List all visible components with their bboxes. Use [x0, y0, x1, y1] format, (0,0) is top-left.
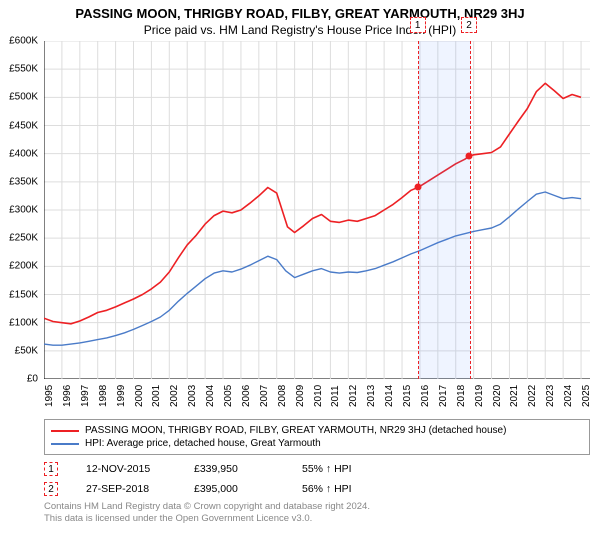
marker-badge: 1	[44, 462, 58, 476]
x-tick-label: 2005	[223, 385, 234, 407]
marker-badge: 2	[44, 482, 58, 496]
x-tick-label: 2025	[581, 385, 592, 407]
legend-swatch	[51, 430, 79, 432]
y-tick-label: £50K	[15, 345, 38, 356]
x-axis-labels: 1995 1996 1997 1998 1999 2000 2001 2002 2003 2004…	[44, 379, 590, 415]
x-tick-label: 2016	[420, 385, 431, 407]
y-tick-label: £100K	[9, 317, 38, 328]
x-tick-label: 2000	[134, 385, 145, 407]
marker-date: 27-SEP-2018	[86, 483, 166, 495]
marker-price: £339,950	[194, 463, 274, 475]
x-tick-label: 1999	[116, 385, 127, 407]
x-tick-label: 2002	[169, 385, 180, 407]
legend-item: HPI: Average price, detached house, Grea…	[51, 437, 583, 450]
x-tick-label: 2021	[509, 385, 520, 407]
y-tick-label: £150K	[9, 289, 38, 300]
x-tick-label: 1997	[80, 385, 91, 407]
marker-hpi: 56% ↑ HPI	[302, 483, 382, 495]
x-tick-label: 2018	[456, 385, 467, 407]
x-tick-label: 2022	[527, 385, 538, 407]
y-tick-label: £500K	[9, 92, 38, 103]
x-tick-label: 2001	[151, 385, 162, 407]
chart-marker-badge: 2	[461, 17, 477, 33]
x-tick-label: 2019	[474, 385, 485, 407]
y-tick-label: £600K	[9, 36, 38, 47]
x-tick-label: 2008	[277, 385, 288, 407]
x-tick-label: 2004	[205, 385, 216, 407]
x-tick-label: 2010	[313, 385, 324, 407]
y-tick-label: £200K	[9, 261, 38, 272]
legend-label: HPI: Average price, detached house, Grea…	[85, 438, 321, 449]
y-tick-label: £300K	[9, 205, 38, 216]
y-axis-labels: £0£50K£100K£150K£200K£250K£300K£350K£400…	[0, 41, 40, 379]
marker-row: 1 12-NOV-2015 £339,950 55% ↑ HPI	[44, 459, 590, 479]
x-tick-label: 2015	[402, 385, 413, 407]
highlight-band	[418, 41, 471, 379]
x-tick-label: 2024	[563, 385, 574, 407]
x-tick-label: 2013	[366, 385, 377, 407]
chart-area: £0£50K£100K£150K£200K£250K£300K£350K£400…	[44, 41, 590, 379]
price-point-dot	[465, 153, 472, 160]
legend: PASSING MOON, THRIGBY ROAD, FILBY, GREAT…	[44, 419, 590, 455]
x-tick-label: 2006	[241, 385, 252, 407]
y-tick-label: £450K	[9, 120, 38, 131]
legend-item: PASSING MOON, THRIGBY ROAD, FILBY, GREAT…	[51, 424, 583, 437]
x-tick-label: 1995	[44, 385, 55, 407]
y-tick-label: £350K	[9, 176, 38, 187]
chart-marker-badge: 1	[410, 17, 426, 33]
marker-date: 12-NOV-2015	[86, 463, 166, 475]
x-tick-label: 1996	[62, 385, 73, 407]
x-tick-label: 2017	[438, 385, 449, 407]
x-tick-label: 2023	[545, 385, 556, 407]
x-tick-label: 2012	[348, 385, 359, 407]
x-tick-label: 2014	[384, 385, 395, 407]
x-tick-label: 2020	[492, 385, 503, 407]
attribution-line1: Contains HM Land Registry data © Crown c…	[44, 501, 590, 513]
price-point-dot	[414, 184, 421, 191]
attribution: Contains HM Land Registry data © Crown c…	[44, 501, 590, 526]
y-tick-label: £250K	[9, 233, 38, 244]
x-tick-label: 1998	[98, 385, 109, 407]
x-tick-label: 2009	[295, 385, 306, 407]
marker-price: £395,000	[194, 483, 274, 495]
marker-hpi: 55% ↑ HPI	[302, 463, 382, 475]
y-tick-label: £0	[27, 374, 38, 385]
x-tick-label: 2007	[259, 385, 270, 407]
x-tick-label: 2003	[187, 385, 198, 407]
legend-swatch	[51, 443, 79, 445]
attribution-line2: This data is licensed under the Open Gov…	[44, 513, 590, 525]
legend-label: PASSING MOON, THRIGBY ROAD, FILBY, GREAT…	[85, 425, 506, 436]
y-tick-label: £400K	[9, 148, 38, 159]
x-tick-label: 2011	[330, 385, 341, 407]
chart-svg	[44, 41, 590, 379]
marker-row: 2 27-SEP-2018 £395,000 56% ↑ HPI	[44, 479, 590, 499]
chart-title: PASSING MOON, THRIGBY ROAD, FILBY, GREAT…	[0, 0, 600, 21]
plot-area: 12	[44, 41, 590, 379]
marker-table: 1 12-NOV-2015 £339,950 55% ↑ HPI 2 27-SEP-201…	[44, 459, 590, 499]
chart-subtitle: Price paid vs. HM Land Registry's House …	[0, 21, 600, 41]
y-tick-label: £550K	[9, 64, 38, 75]
